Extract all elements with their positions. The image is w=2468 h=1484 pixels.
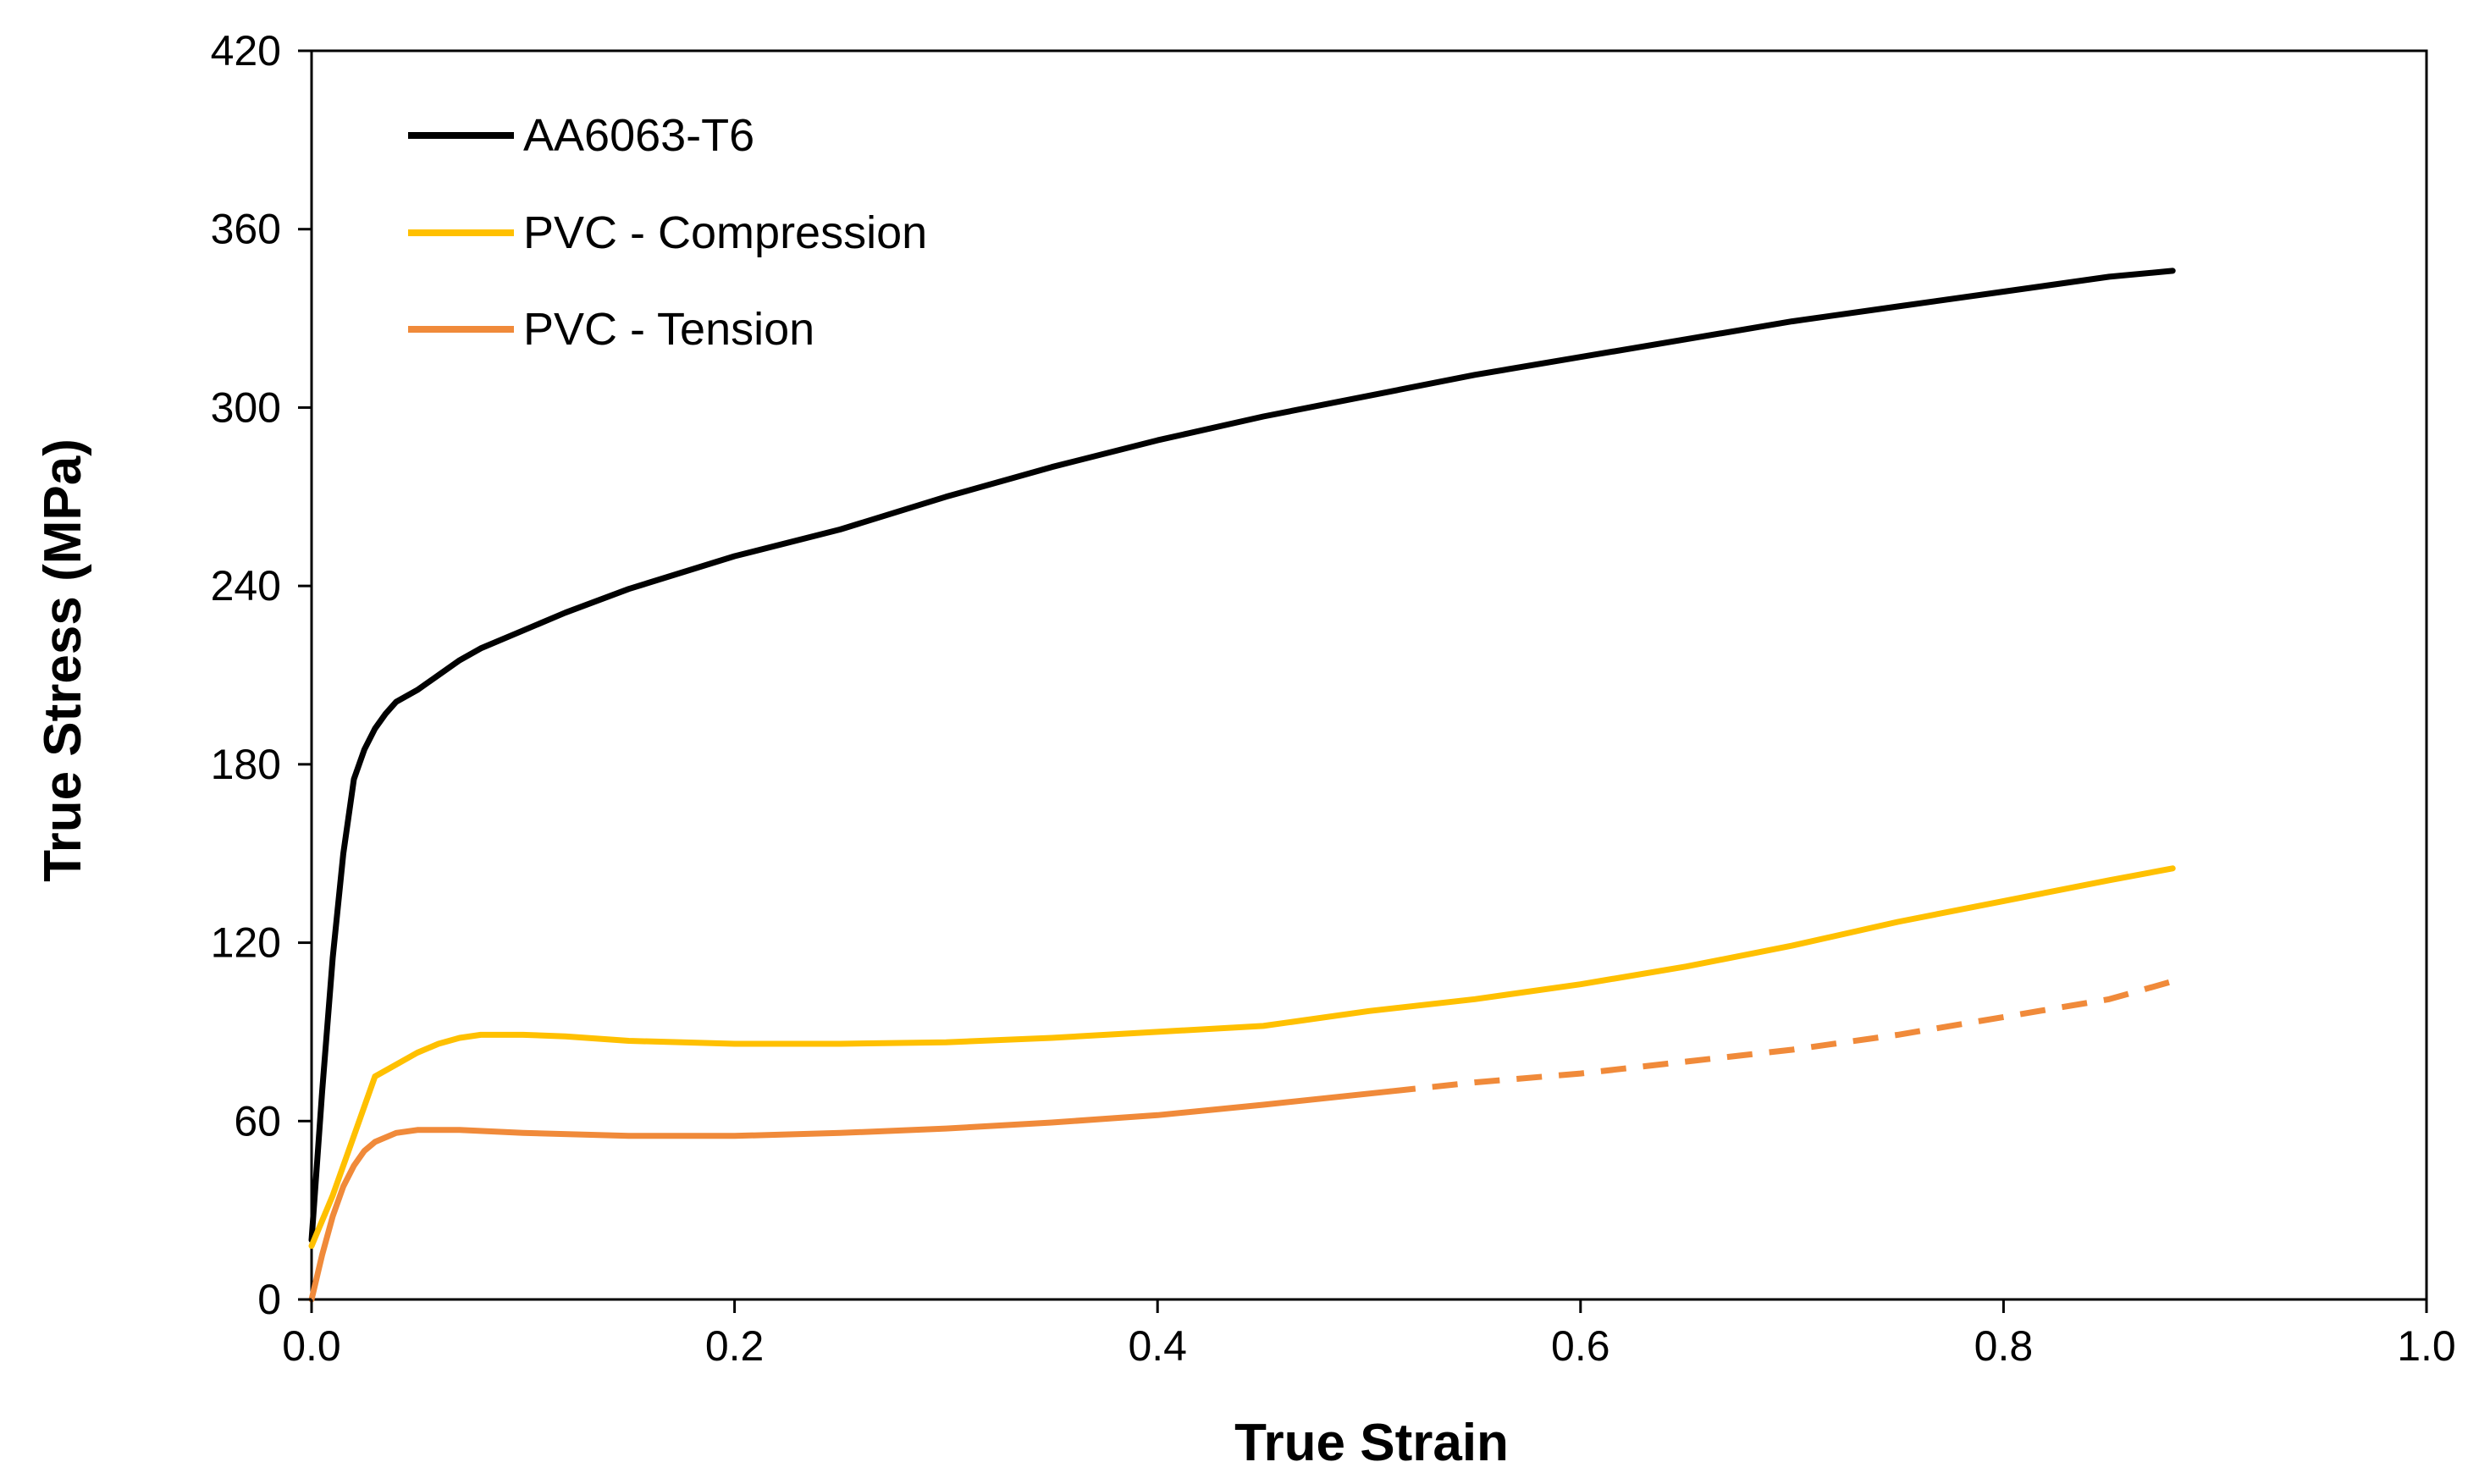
series-line-pvc-tension-solid (308, 1088, 1394, 1303)
y-tick-label: 180 (211, 741, 281, 788)
legend-item-aa6063-t6: AA6063-T6 (408, 110, 754, 161)
plot-area (310, 49, 2428, 1301)
x-axis-title: True Strain (1234, 1414, 1509, 1472)
y-tick-label: 0 (257, 1276, 281, 1323)
y-tick-label: 300 (211, 383, 281, 431)
y-tick-label: 120 (211, 919, 281, 967)
legend: AA6063-T6 PVC - Compression PVC - Tensio… (408, 110, 927, 355)
y-tick-label: 420 (211, 27, 281, 74)
y-tick-label: 360 (211, 206, 281, 253)
y-axis: 0 60 120 180 240 300 360 420 (211, 27, 312, 1323)
legend-item-pvc-tension: PVC - Tension (408, 304, 814, 355)
legend-label-aa6063-t6: AA6063-T6 (523, 110, 754, 161)
x-tick-label: 0.8 (1974, 1322, 2034, 1370)
series-line-pvc-compression (308, 865, 2176, 1250)
x-tick-label: 1.0 (2397, 1322, 2456, 1370)
series-line-pvc-tension-dashed (1389, 978, 2174, 1095)
x-axis: 0.0 0.2 0.4 0.6 0.8 1.0 (282, 1299, 2456, 1370)
x-tick-label: 0.4 (1128, 1322, 1187, 1370)
legend-label-pvc-tension: PVC - Tension (523, 304, 814, 355)
x-tick-label: 0.0 (282, 1322, 341, 1370)
plot-border (310, 49, 2428, 1301)
x-tick-label: 0.2 (705, 1322, 765, 1370)
legend-item-pvc-compression: PVC - Compression (408, 207, 927, 258)
series-layer (308, 268, 2176, 1303)
y-axis-title: True Stress (MPa) (34, 439, 92, 882)
legend-label-pvc-compression: PVC - Compression (523, 207, 927, 258)
y-tick-label: 240 (211, 562, 281, 610)
y-tick-label: 60 (234, 1097, 281, 1145)
series-line-aa6063-t6 (308, 268, 2176, 1244)
x-tick-label: 0.6 (1551, 1322, 1610, 1370)
